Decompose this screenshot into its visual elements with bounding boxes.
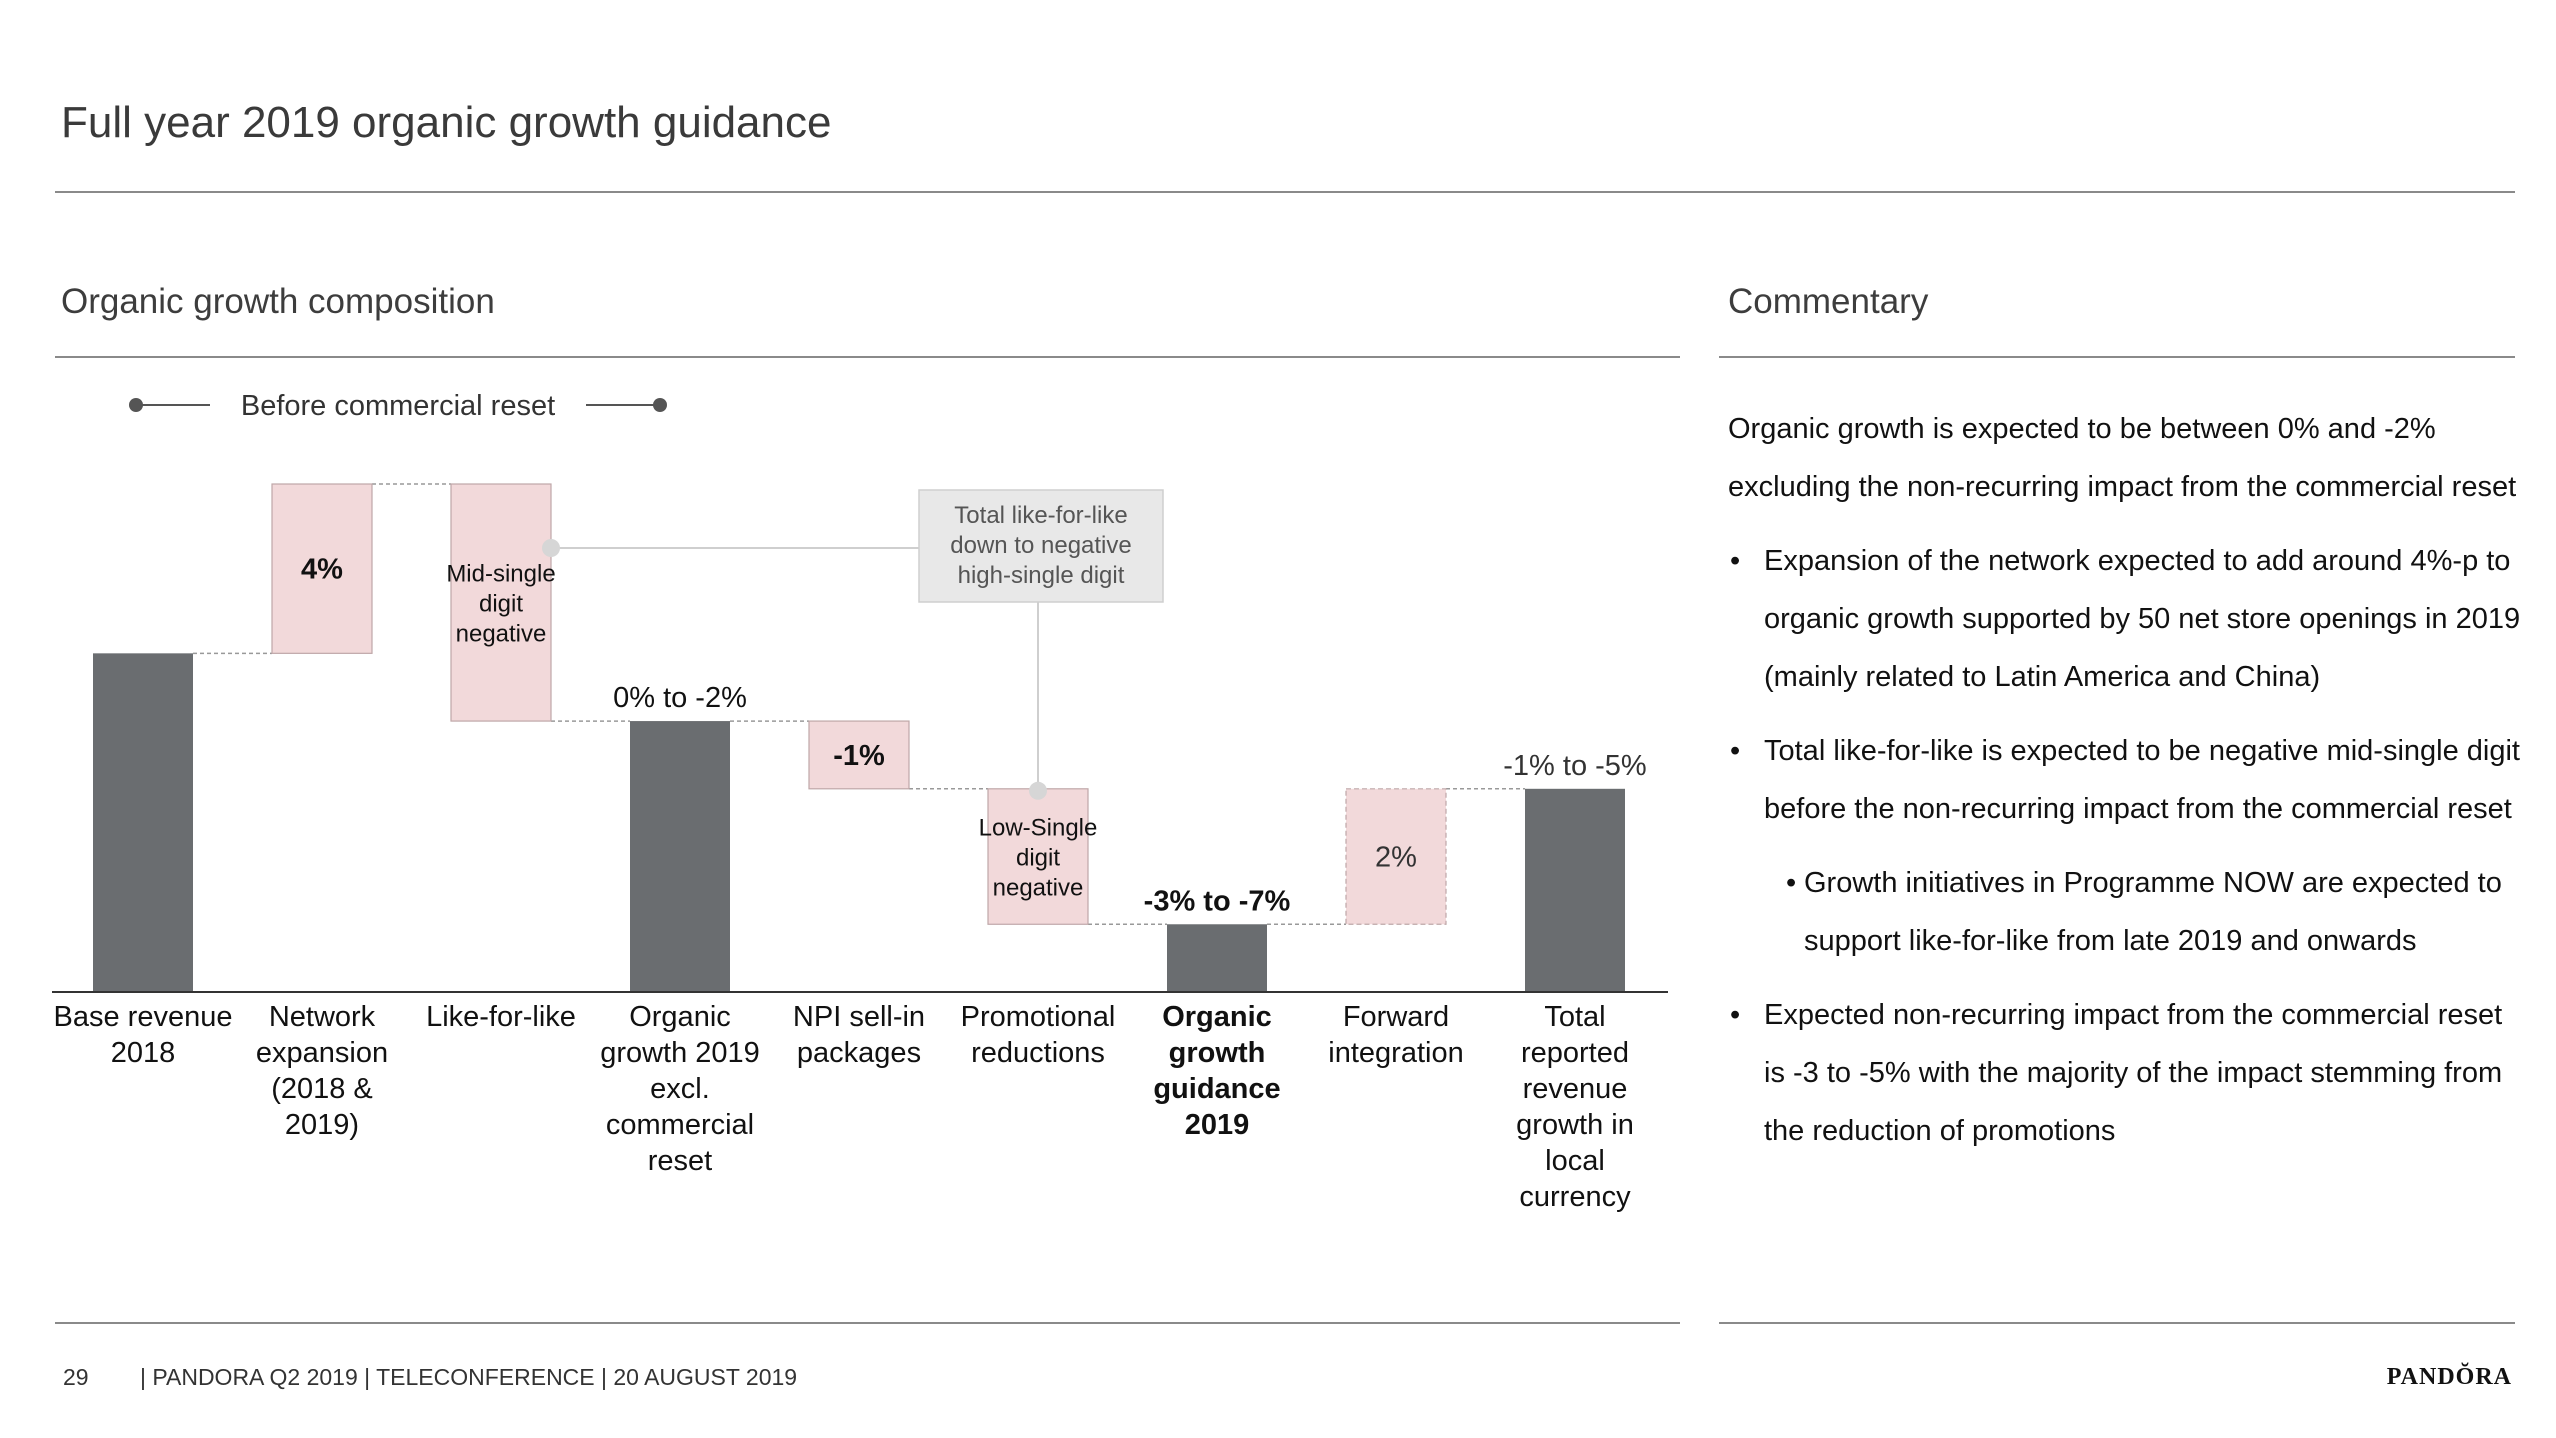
bracket-dot	[653, 398, 667, 412]
waterfall-bar	[450, 483, 552, 722]
commentary-bullet: • Expected non-recurring impact from the …	[1728, 986, 2528, 1160]
waterfall-chart: 4% Mid-single digit negative 0% to -2% -1% Low…	[52, 390, 1668, 1213]
commentary-section-title: Commentary	[1728, 282, 1929, 321]
data-label: 0% to -2%	[613, 682, 747, 714]
data-label: Mid-single digit negative	[446, 561, 555, 648]
x-tick-label: Forward integration	[1328, 1001, 1463, 1069]
data-label: -3% to -7%	[1144, 885, 1291, 917]
pandora-logo: PANDŎRA	[2386, 1364, 2512, 1390]
data-label: -1%	[833, 740, 885, 772]
commentary-panel: Organic growth is expected to be between…	[1728, 400, 2528, 1176]
bracket-label: Before commercial reset	[241, 390, 555, 422]
callout-anchor-dot	[542, 539, 560, 557]
bullet-text: Growth initiatives in Programme NOW are …	[1804, 867, 2502, 957]
callout-text: Total like-for-like down to negative high-…	[950, 502, 1131, 589]
bullet-text: Expected non-recurring impact from the c…	[1764, 999, 2503, 1147]
chart-section-divider	[55, 356, 1680, 358]
chart-section-title: Organic growth composition	[61, 282, 495, 321]
x-tick-label: Like-for-like	[426, 1001, 576, 1033]
commentary-bottom-divider	[1719, 1322, 2515, 1324]
commentary-bullet: • Expansion of the network expected to ad…	[1728, 532, 2528, 706]
commentary-bullet: • Total like-for-like is expected to be n…	[1728, 722, 2528, 838]
waterfall-bar	[1345, 788, 1447, 925]
x-tick-label: Total reported revenue growth in local curren…	[1516, 1001, 1634, 1213]
bullet-text: Expansion of the network expected to add…	[1764, 545, 2521, 693]
commentary-section-divider	[1719, 356, 2515, 358]
waterfall-bar	[1167, 924, 1267, 992]
x-tick-label: Promotional reductions	[961, 1001, 1116, 1069]
data-label: 4%	[301, 554, 343, 586]
x-tick-label: Base revenue 2018	[54, 1001, 233, 1069]
waterfall-bar	[808, 720, 910, 790]
data-label: 2%	[1375, 842, 1417, 874]
x-tick-label: Organic growth 2019 excl. commercial reset	[600, 1001, 760, 1177]
bullet-icon: •	[1730, 545, 1741, 577]
page-number: 29	[63, 1364, 89, 1390]
commentary-bullets: • Expansion of the network expected to ad…	[1728, 532, 2528, 1160]
data-label: -1% to -5%	[1503, 750, 1646, 782]
callout-anchor-dot	[1029, 781, 1047, 800]
waterfall-bar	[1525, 788, 1625, 992]
x-tick-label: Network expansion (2018 & 2019)	[256, 1001, 388, 1141]
footer-text: | PANDORA Q2 2019 | TELECONFERENCE | 20 …	[140, 1364, 798, 1390]
waterfall-bar	[630, 721, 730, 992]
bullet-icon: •	[1786, 867, 1797, 899]
commentary-sub-bullet: • Growth initiatives in Programme NOW are…	[1728, 854, 2528, 970]
waterfall-bar	[271, 483, 373, 654]
bullet-icon: •	[1730, 735, 1741, 767]
bullet-text: Total like-for-like is expected to be ne…	[1764, 735, 2520, 825]
page-title: Full year 2019 organic growth guidance	[61, 98, 832, 147]
waterfall-bar	[987, 788, 1089, 925]
x-tick-label: NPI sell-in packages	[793, 1001, 925, 1069]
chart-bottom-divider	[55, 1322, 1680, 1324]
title-divider	[55, 191, 2515, 193]
callout-box	[918, 489, 1164, 603]
waterfall-bar	[93, 653, 193, 992]
commentary-intro: Organic growth is expected to be between…	[1728, 413, 2517, 503]
x-tick-label: Organic growth guidance 2019	[1153, 1001, 1280, 1141]
bullet-icon: •	[1730, 999, 1741, 1031]
data-label: Low-Single digit negative	[979, 815, 1098, 902]
